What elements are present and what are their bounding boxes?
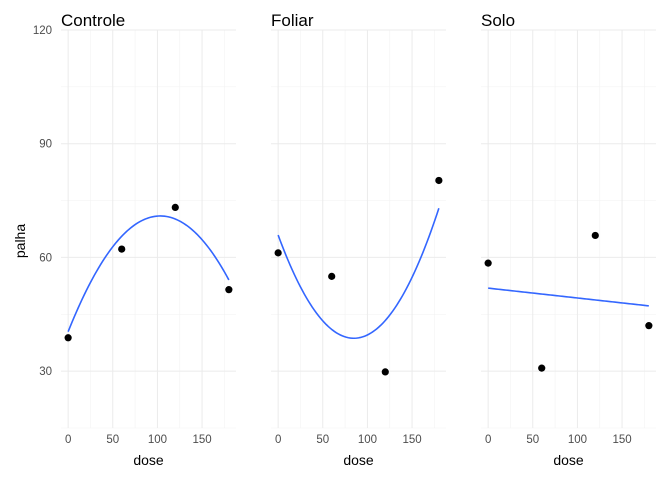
y-tick-label: 120 <box>33 25 52 37</box>
y-tick-label: 30 <box>39 366 52 378</box>
data-point <box>225 286 233 294</box>
x-tick-label: 150 <box>402 434 421 446</box>
data-point <box>591 231 599 240</box>
panel-title: Solo <box>481 11 515 30</box>
x-tick-label: 0 <box>65 434 71 446</box>
x-tick-label: 150 <box>192 434 211 446</box>
y-axis-label: palha <box>12 224 28 258</box>
x-tick-label: 0 <box>275 434 281 446</box>
x-tick-label: 150 <box>612 434 631 446</box>
x-tick-label: 100 <box>568 434 587 446</box>
x-tick-label: 0 <box>485 434 491 446</box>
panel-foliar: Foliar 0 50 100 150 dose <box>271 11 446 468</box>
data-point <box>538 364 546 372</box>
x-tick-label: 50 <box>526 434 539 446</box>
panel-controle: Controle 0 50 100 150 dose <box>61 11 236 468</box>
data-point <box>64 334 72 342</box>
x-axis-label: dose <box>553 452 584 468</box>
data-point <box>484 259 492 267</box>
data-point <box>118 245 126 253</box>
fit-line <box>277 207 440 340</box>
data-point <box>381 368 389 376</box>
panel-title: Controle <box>61 11 125 30</box>
x-tick-label: 50 <box>106 434 119 446</box>
x-tick-label: 100 <box>358 434 377 446</box>
x-tick-label: 50 <box>316 434 329 446</box>
data-point <box>274 249 282 257</box>
x-axis-label: dose <box>133 452 164 468</box>
fit-line <box>67 215 230 333</box>
panel-title: Foliar <box>271 11 314 30</box>
x-tick-label: 100 <box>148 434 167 446</box>
data-point <box>171 203 179 211</box>
x-axis-label: dose <box>343 452 374 468</box>
y-tick-label: 90 <box>39 139 52 151</box>
y-tick-labels: 30 60 90 120 <box>33 25 52 378</box>
panel-solo: Solo 0 50 100 150 dose <box>481 11 656 468</box>
y-tick-label: 60 <box>39 252 52 264</box>
data-point <box>645 322 653 330</box>
data-point <box>435 176 443 185</box>
data-point <box>328 272 336 280</box>
fit-line <box>488 287 649 307</box>
chart-panels: Controle 0 50 100 150 dose Foliar 0 50 100 150 dose… <box>61 11 656 468</box>
